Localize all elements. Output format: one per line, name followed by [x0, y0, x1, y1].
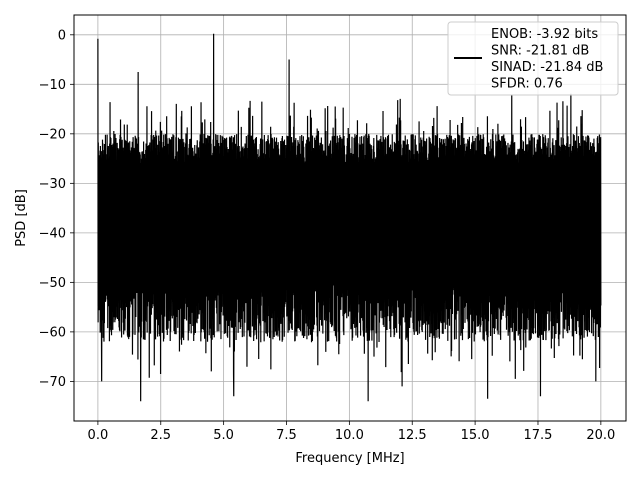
- y-axis-label: PSD [dB]: [14, 189, 29, 247]
- x-tick-label: 7.5: [276, 428, 297, 443]
- y-axis-ticks: 0 −10 −20 −30 −40 −50 −60 −70: [39, 28, 74, 390]
- y-tick-label: −20: [39, 127, 66, 142]
- x-axis-label: Frequency [MHz]: [295, 451, 404, 466]
- y-tick-label: −60: [39, 325, 66, 340]
- y-tick-label: 0: [58, 28, 66, 43]
- legend-entry-label: ENOB: -3.92 bits SNR: -21.81 dB SINAD: -21…: [491, 27, 603, 92]
- legend: ENOB: -3.92 bits SNR: -21.81 dB SINAD: -21…: [447, 21, 619, 96]
- series-group: [97, 33, 602, 402]
- x-tick-label: 5.0: [213, 428, 234, 443]
- x-tick-label: 15.0: [461, 428, 490, 443]
- y-tick-label: −40: [39, 226, 66, 241]
- legend-box: [447, 21, 619, 96]
- legend-text-line: SNR: -21.81 dB: [491, 44, 589, 59]
- x-tick-label: 17.5: [524, 428, 553, 443]
- x-axis-ticks: 0.0 2.5 5.0 7.5 10.0 12.5 15.0 17.5 20.0: [88, 421, 615, 443]
- x-tick-label: 20.0: [586, 428, 615, 443]
- plot-frame: [73, 14, 627, 422]
- legend-text-line: SINAD: -21.84 dB: [491, 60, 603, 75]
- y-tick-label: −10: [39, 78, 66, 93]
- y-tick-label: −50: [39, 276, 66, 291]
- psd-series-line: [97, 33, 602, 402]
- y-tick-label: −70: [39, 375, 66, 390]
- x-tick-label: 2.5: [150, 428, 171, 443]
- x-tick-label: 10.0: [335, 428, 364, 443]
- legend-text-line: ENOB: -3.92 bits: [491, 27, 598, 42]
- legend-text-line: SFDR: 0.76: [491, 77, 563, 92]
- x-tick-label: 12.5: [398, 428, 427, 443]
- x-tick-label: 0.0: [88, 428, 109, 443]
- y-tick-label: −30: [39, 177, 66, 192]
